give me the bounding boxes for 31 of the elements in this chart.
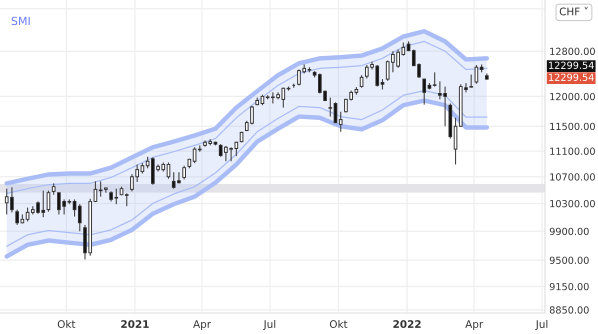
y-tick-label: 9900.00 — [550, 228, 589, 236]
x-tick-label: Apr — [465, 320, 484, 330]
x-tick-label: Jul — [535, 320, 548, 330]
candlestick — [360, 74, 364, 88]
candlestick — [474, 64, 478, 84]
candlestick — [182, 165, 186, 180]
x-tick-label: Apr — [193, 320, 212, 330]
y-tick-label: 12000.00 — [550, 92, 595, 100]
x-tick-label: 2022 — [393, 320, 421, 328]
y-tick-label: 11500.00 — [550, 122, 595, 130]
candlestick — [438, 80, 442, 100]
candlestick — [52, 182, 56, 196]
x-tick-label: Okt — [330, 320, 348, 328]
text: 12299.54 — [549, 74, 594, 81]
candlestick — [57, 192, 61, 216]
y-tick-label: 9150.00 — [550, 282, 589, 290]
text: 12299.54 — [549, 62, 594, 69]
candlestick — [443, 86, 447, 127]
y-tick-label: 9500.00 — [550, 256, 589, 264]
y-tick-label: 12800.00 — [550, 48, 595, 56]
text: CHF ˅ — [560, 6, 588, 16]
y-tick-label: 11100.00 — [550, 148, 595, 155]
x-tick-label: Okt — [58, 320, 76, 328]
candlestick — [46, 190, 50, 212]
x-tick-label: 2021 — [121, 320, 149, 328]
candlestick — [188, 158, 192, 169]
y-tick-label: 10700.00 — [550, 173, 595, 181]
y-tick-label: 8850.00 — [550, 306, 589, 314]
x-tick-label: Jul — [263, 320, 276, 330]
y-tick-label: 10300.00 — [550, 200, 595, 208]
text: SMI — [12, 16, 30, 26]
